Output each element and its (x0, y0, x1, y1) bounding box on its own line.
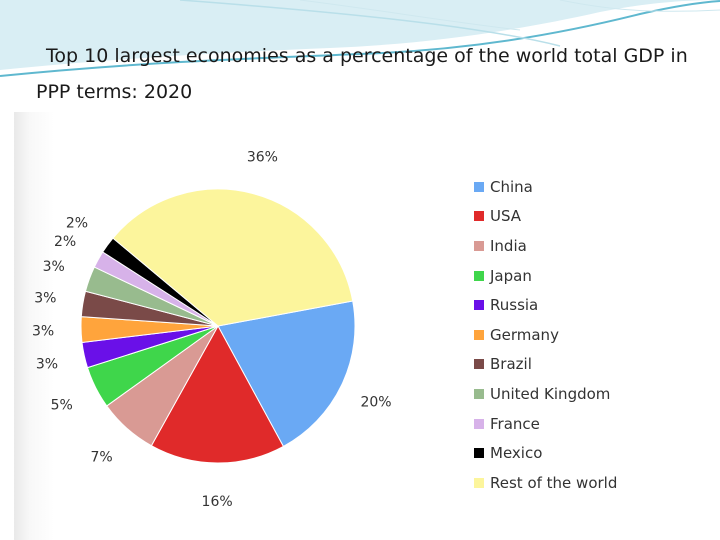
slice-label-usa: 16% (202, 494, 233, 510)
legend-item-china: China (474, 172, 617, 202)
legend-label: Japan (490, 266, 532, 285)
legend-label: India (490, 236, 527, 255)
legend-item-russia: Russia (474, 290, 617, 320)
legend-swatch (474, 388, 484, 399)
slice-label-mexico: 2% (66, 215, 88, 231)
pie-slice-rest-of-the-world (112, 188, 354, 327)
slice-label-china: 20% (360, 394, 391, 410)
pie-slice-china (217, 300, 356, 448)
legend-item-usa: USA (474, 202, 617, 232)
legend-swatch (474, 240, 484, 251)
slice-label-united-kingdom: 3% (43, 259, 65, 275)
legend-swatch (474, 300, 484, 311)
legend-label: Germany (490, 325, 559, 344)
legend-item-rest-of-the-world: Rest of the world (474, 468, 617, 498)
legend-swatch (474, 418, 484, 429)
legend-swatch (474, 359, 484, 370)
legend-item-india: India (474, 231, 617, 261)
legend-item-japan: Japan (474, 261, 617, 291)
legend-item-france: France (474, 409, 617, 439)
slice-label-japan: 5% (51, 398, 73, 414)
legend-swatch (474, 211, 484, 222)
legend-item-brazil: Brazil (474, 350, 617, 380)
legend-swatch (474, 477, 484, 488)
legend-label: Mexico (490, 444, 543, 463)
legend-label: Russia (490, 296, 539, 315)
legend-label: France (490, 414, 540, 433)
pie-slice-usa (150, 324, 285, 464)
legend-label: USA (490, 207, 522, 226)
slice-label-russia: 3% (36, 356, 58, 372)
slice-label-india: 7% (90, 450, 112, 466)
legend-label: China (490, 177, 533, 196)
slice-label-rest-of-the-world: 36% (247, 150, 278, 166)
legend-swatch (474, 448, 484, 459)
legend-swatch (474, 329, 484, 340)
legend-item-mexico: Mexico (474, 438, 617, 468)
slice-label-brazil: 3% (34, 291, 56, 307)
slice-label-germany: 3% (32, 324, 54, 340)
legend-item-united-kingdom: United Kingdom (474, 379, 617, 409)
legend-swatch (474, 181, 484, 192)
legend-label: Brazil (490, 355, 532, 374)
slice-label-france: 2% (54, 234, 76, 250)
header-swoosh-decoration (0, 0, 720, 77)
legend-item-germany: Germany (474, 320, 617, 350)
legend-label: United Kingdom (490, 384, 611, 403)
chart-legend: China USA India Japan Russia Germany Brazil Uni… (474, 172, 617, 498)
page-title: Top 10 largest economies as a percentage… (36, 45, 688, 103)
legend-label: Rest of the world (490, 473, 618, 492)
legend-swatch (474, 270, 484, 281)
